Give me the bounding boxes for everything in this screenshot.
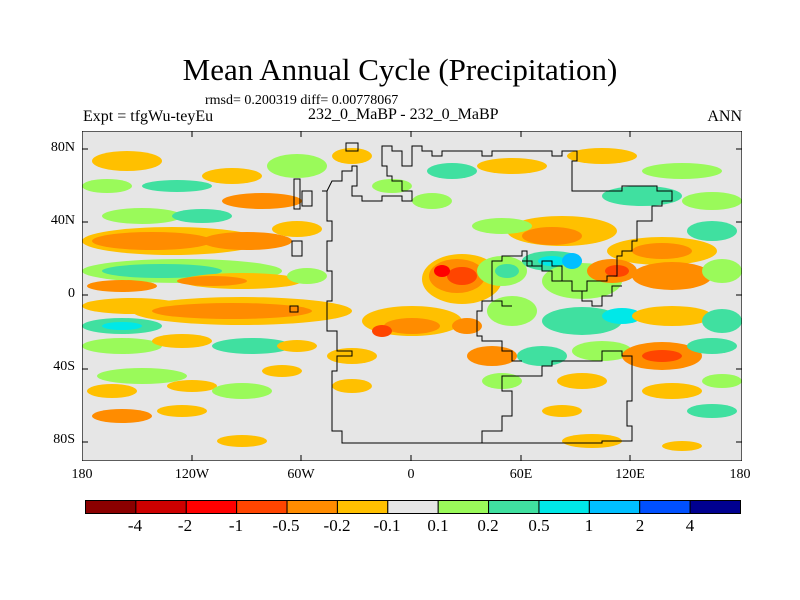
colorbar-label: 4: [685, 516, 695, 535]
colorbar-box: [185, 500, 238, 514]
colorbar-label: -1: [228, 516, 244, 535]
colorbar-label: -4: [127, 516, 143, 535]
lat-tick-80s: 80S: [53, 432, 75, 447]
coastline-outlines: [289, 142, 673, 444]
colorbar-label: -0.1: [373, 516, 401, 535]
colorbar-box: [85, 500, 137, 514]
contour-fills: [82, 148, 742, 451]
season-label: ANN: [707, 108, 742, 125]
colorbar-box: [236, 500, 288, 514]
colorbar-label: -2: [177, 516, 193, 535]
lat-tick-0: 0: [68, 286, 75, 301]
colorbar-label: 1: [584, 516, 594, 535]
case-label: 232_0_MaBP - 232_0_MaBP: [308, 106, 499, 123]
colorbar-box: [135, 500, 187, 514]
precipitation-map: [82, 131, 742, 461]
axis-ticks: [82, 131, 742, 461]
lat-tick-40n: 40N: [50, 213, 75, 228]
colorbar-label: -0.5: [272, 516, 300, 535]
colorbar-label: 0.1: [427, 516, 449, 535]
experiment-label: Expt = tfgWu-teyEu: [83, 108, 214, 125]
lon-tick-120e: 120E: [615, 467, 645, 482]
lon-tick-60e: 60E: [509, 467, 533, 482]
colorbar-box: [286, 500, 338, 514]
colorbar-label: 0.2: [477, 516, 499, 535]
colorbar: [85, 500, 741, 514]
chart-title: Mean Annual Cycle (Precipitation): [182, 52, 618, 87]
colorbar-box: [488, 500, 540, 514]
colorbar-box: [639, 500, 691, 514]
lon-tick-0: 0: [407, 467, 415, 482]
colorbar-box: [437, 500, 490, 514]
lat-tick-80n: 80N: [50, 140, 75, 155]
lon-tick-120w: 120W: [174, 467, 210, 482]
colorbar-box: [588, 500, 641, 514]
colorbar-label: -0.2: [323, 516, 351, 535]
colorbar-box: [387, 500, 439, 514]
colorbar-box: [538, 500, 590, 514]
lon-tick-180w: 180: [71, 467, 93, 482]
lat-tick-40s: 40S: [53, 359, 75, 374]
lon-tick-60w: 60W: [287, 467, 315, 482]
lon-tick-180e: 180: [729, 467, 751, 482]
colorbar-box: [336, 500, 389, 514]
colorbar-box: [689, 500, 741, 514]
colorbar-label: 0.5: [528, 516, 550, 535]
colorbar-label: 2: [635, 516, 645, 535]
stats-text: rmsd= 0.200319 diff= 0.00778067: [205, 93, 399, 108]
